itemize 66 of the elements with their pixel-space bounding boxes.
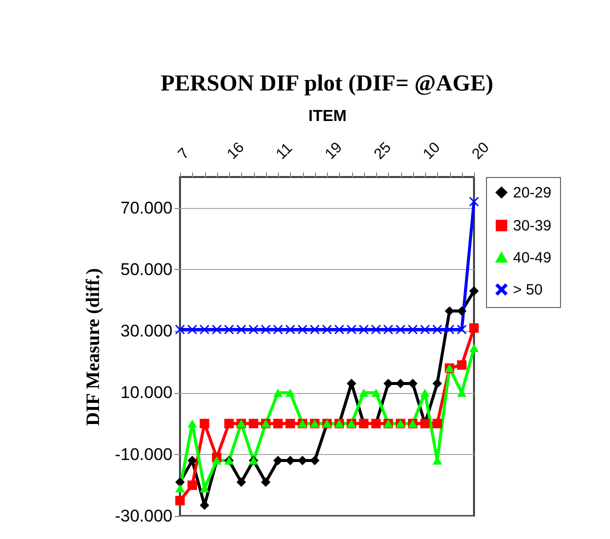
point (384, 378, 393, 388)
point (359, 388, 368, 397)
y-axis-title: DIF Measure (diff.) (82, 268, 104, 426)
point (261, 477, 270, 487)
point (273, 418, 283, 428)
point (444, 306, 454, 316)
y-tick-label: -30.000 (114, 506, 172, 526)
point (310, 456, 320, 466)
point (188, 324, 197, 334)
point (188, 419, 197, 428)
x-tick-label: 16 (224, 139, 248, 163)
y-tick-label: -10.000 (114, 444, 172, 464)
point (261, 324, 270, 334)
point (469, 286, 479, 296)
chart-title: PERSON DIF plot (DIF= @AGE) (160, 70, 494, 96)
y-tick-label: 70.000 (120, 198, 172, 218)
point (286, 324, 295, 334)
point (408, 324, 418, 334)
point (286, 388, 295, 397)
x-tick-label: 19 (322, 139, 346, 163)
point (457, 324, 466, 334)
point (286, 456, 295, 466)
point (457, 360, 466, 370)
point (188, 456, 197, 466)
point (408, 378, 418, 388)
legend-label: 20-29 (513, 184, 552, 202)
x-tick-label: 20 (468, 139, 493, 163)
point (457, 306, 466, 316)
point (384, 324, 393, 334)
point (371, 388, 381, 397)
point (432, 418, 442, 428)
point (273, 456, 283, 466)
point (298, 456, 308, 466)
point (236, 477, 246, 487)
point (200, 418, 210, 428)
legend-label: 40-49 (513, 250, 552, 266)
point (334, 324, 344, 334)
point (175, 484, 185, 492)
point (310, 324, 320, 334)
point (469, 196, 479, 206)
point (175, 477, 185, 487)
point (396, 378, 406, 388)
legend-label: > 50 (513, 282, 543, 298)
point (175, 496, 185, 506)
x-tick-label: 10 (420, 139, 444, 163)
point (469, 323, 479, 333)
y-tick-label: 10.000 (120, 383, 172, 402)
point (212, 324, 222, 334)
point (224, 418, 234, 428)
legend-label: 30-39 (513, 218, 552, 234)
point (236, 324, 246, 334)
x-axis-title: ITEM (308, 108, 347, 125)
point (273, 388, 283, 397)
x-tick-label: 7 (174, 144, 193, 163)
point (420, 388, 430, 397)
point (286, 418, 295, 428)
point (359, 324, 368, 334)
x-tick-label: 11 (272, 140, 296, 163)
point (432, 378, 442, 388)
y-tick-label: 30.000 (120, 322, 172, 341)
point (469, 344, 479, 352)
point (188, 480, 197, 490)
x-tick-label: 25 (370, 139, 395, 163)
point (432, 324, 442, 334)
point (248, 418, 258, 428)
y-tick-label: 50.000 (120, 260, 172, 279)
